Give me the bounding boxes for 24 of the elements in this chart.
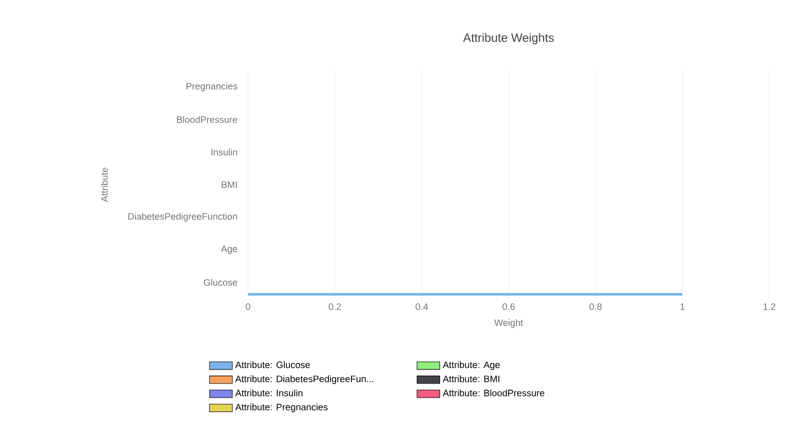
- y-tick-label: BMI: [222, 181, 237, 188]
- legend-label: Attribute: DiabetesPedigreeFun...: [235, 375, 374, 384]
- y-tick-label: Glucose: [204, 278, 238, 286]
- x-axis-title: Weight: [494, 319, 524, 328]
- x-tick-label: 0.4: [416, 303, 428, 310]
- y-tick-label: Age: [221, 246, 238, 254]
- x-tick-label: 0.6: [502, 303, 515, 310]
- x-tick-label: 0.2: [328, 303, 341, 310]
- legend-label: Attribute: Glucose: [235, 361, 310, 368]
- legend-label: Attribute: BloodPressure: [442, 389, 544, 396]
- y-tick-label: Insulin: [211, 148, 237, 156]
- y-axis-title: Attribute: [100, 168, 108, 202]
- legend-label: Attribute: Insulin: [235, 389, 302, 396]
- chart-title: Attribute Weights: [463, 33, 554, 44]
- x-tick-label: 1: [680, 303, 685, 310]
- legend-label: Attribute: Age: [442, 361, 500, 370]
- y-tick-label: BloodPressure: [177, 116, 238, 123]
- y-tick-label: DiabetesPedigreeFunction: [128, 212, 237, 222]
- x-tick-label: 0.8: [589, 303, 602, 310]
- legend-label: Attribute: Pregnancies: [235, 404, 328, 412]
- legend-label: Attribute: BMI: [442, 375, 500, 382]
- x-tick-label: 0: [246, 303, 250, 310]
- y-tick-label: Pregnancies: [186, 82, 238, 92]
- x-tick-label: 1.2: [764, 303, 776, 310]
